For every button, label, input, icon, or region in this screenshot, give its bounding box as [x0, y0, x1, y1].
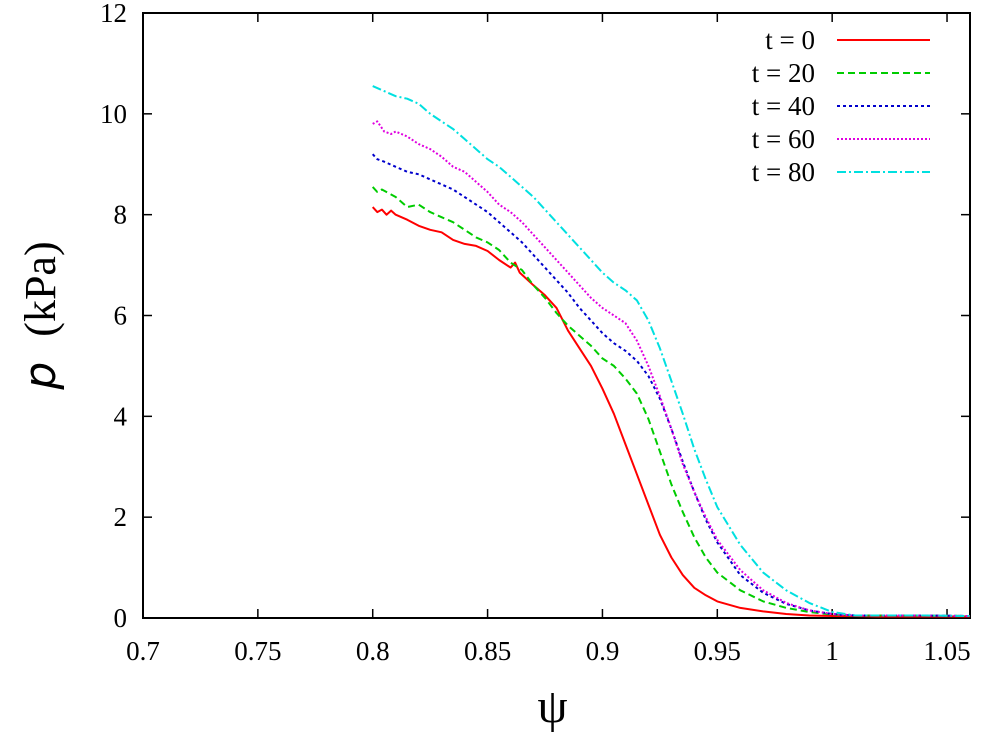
series-line-4	[372, 85, 971, 617]
axis-ticks	[142, 12, 970, 619]
series-lines	[371, 85, 971, 618]
y-tick-label: 2	[114, 502, 128, 532]
legend-label-0: t = 0	[765, 25, 815, 55]
y-axis-symbol: p	[15, 362, 66, 391]
series-line-2	[371, 153, 971, 617]
y-tick-label: 0	[114, 603, 128, 633]
x-axis-title: ψ	[537, 680, 567, 733]
y-tick-label: 10	[100, 99, 127, 129]
legend: t = 0t = 20t = 40t = 60t = 80	[752, 25, 930, 187]
series-line-1	[371, 186, 971, 617]
legend-label-1: t = 20	[752, 58, 815, 88]
y-axis-title: p (kPa)	[15, 241, 66, 390]
x-tick-label: 0.7	[126, 636, 160, 666]
legend-label-3: t = 60	[752, 124, 815, 154]
series-line-3	[372, 120, 971, 617]
series-line-0	[371, 206, 970, 618]
legend-label-2: t = 40	[752, 91, 815, 121]
y-tick-label: 8	[114, 200, 128, 230]
y-tick-label: 4	[114, 401, 128, 431]
plot-frame	[142, 12, 971, 619]
x-tick-label: 0.9	[586, 636, 620, 666]
x-tick-label: 0.8	[356, 636, 390, 666]
legend-label-4: t = 80	[752, 157, 815, 187]
x-tick-label: 0.95	[694, 636, 741, 666]
axis-tick-labels: 0.7 0.75 0.8 0.85 0.9 0.95 1 1.05 0 2 4 6 8 10 12	[100, 0, 971, 666]
x-tick-label: 0.75	[234, 636, 281, 666]
y-tick-label: 6	[114, 301, 128, 331]
x-tick-label: 1	[825, 636, 839, 666]
y-tick-label: 12	[100, 0, 127, 28]
x-tick-label: 1.05	[923, 636, 970, 666]
y-axis-unit: (kPa)	[16, 241, 65, 336]
x-tick-label: 0.85	[464, 636, 511, 666]
